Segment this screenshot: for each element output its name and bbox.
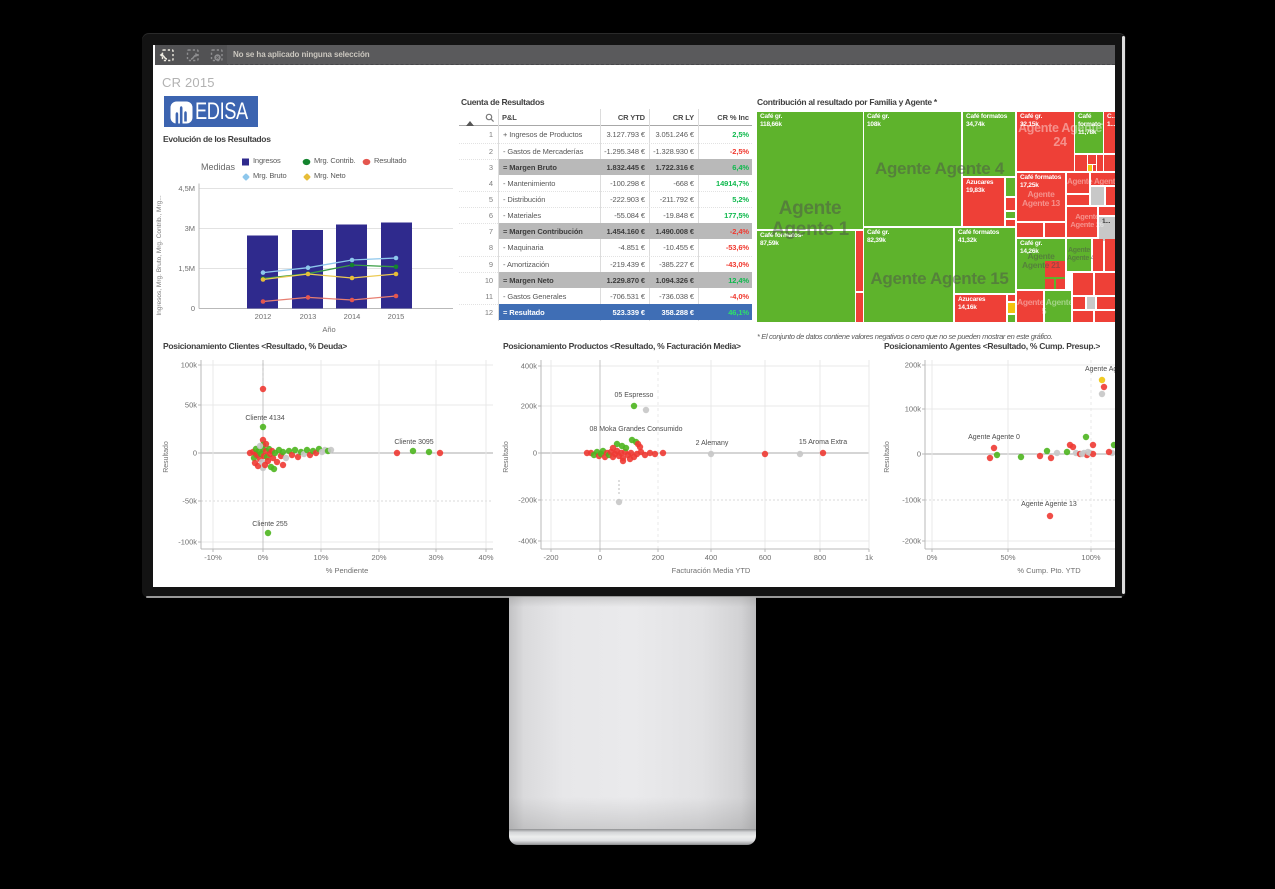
svg-text:Agente Agente 0: Agente Agente 0 xyxy=(968,434,1020,441)
svg-text:2012: 2012 xyxy=(255,312,272,321)
svg-text:% Cump. Pto. YTD: % Cump. Pto. YTD xyxy=(1017,566,1081,575)
svg-text:08 Moka Grandes Consumido: 08 Moka Grandes Consumido xyxy=(590,426,683,433)
svg-text:0%: 0% xyxy=(927,553,938,562)
svg-text:600: 600 xyxy=(759,553,772,562)
svg-text:40%: 40% xyxy=(478,553,493,562)
svg-text:-200: -200 xyxy=(543,553,558,562)
svg-text:-200k: -200k xyxy=(902,537,921,546)
svg-text:-100k: -100k xyxy=(178,538,197,547)
svg-text:05 Espresso: 05 Espresso xyxy=(615,392,654,399)
svg-text:Agente Agente 13: Agente Agente 13 xyxy=(1021,501,1077,508)
svg-text:2013: 2013 xyxy=(300,312,317,321)
svg-text:50k: 50k xyxy=(185,401,197,410)
svg-text:2 Alemany: 2 Alemany xyxy=(696,440,729,447)
svg-text:4,5M: 4,5M xyxy=(178,184,195,193)
svg-text:30%: 30% xyxy=(428,553,443,562)
svg-text:Resultado: Resultado xyxy=(163,441,170,473)
svg-text:15 Aroma Extra: 15 Aroma Extra xyxy=(799,439,847,446)
svg-text:400k: 400k xyxy=(521,362,538,371)
svg-text:Cliente 255: Cliente 255 xyxy=(252,521,288,528)
svg-text:2015: 2015 xyxy=(388,312,405,321)
svg-text:800: 800 xyxy=(814,553,827,562)
svg-text:% Pendiente: % Pendiente xyxy=(326,566,369,575)
svg-text:-400k: -400k xyxy=(518,537,537,546)
svg-text:3M: 3M xyxy=(185,224,195,233)
svg-text:1k: 1k xyxy=(865,553,873,562)
svg-text:0: 0 xyxy=(598,553,602,562)
svg-text:Facturación Media YTD: Facturación Media YTD xyxy=(672,566,751,575)
svg-text:Ingresos, Mrg. Bruto, Mrg. Con: Ingresos, Mrg. Bruto, Mrg. Contrib., Mrg… xyxy=(156,195,163,315)
svg-text:50%: 50% xyxy=(1000,553,1015,562)
svg-text:2014: 2014 xyxy=(344,312,361,321)
svg-text:-10%: -10% xyxy=(204,553,222,562)
svg-text:Agente Agen: Agente Agen xyxy=(1085,366,1115,373)
svg-text:20%: 20% xyxy=(371,553,386,562)
svg-text:Resultado: Resultado xyxy=(884,441,891,473)
svg-text:-50k: -50k xyxy=(182,497,197,506)
svg-text:200k: 200k xyxy=(905,361,922,370)
svg-text:-200k: -200k xyxy=(518,496,537,505)
svg-text:Cliente 3095: Cliente 3095 xyxy=(394,439,433,446)
svg-text:0: 0 xyxy=(191,304,195,313)
svg-text:0: 0 xyxy=(533,449,537,458)
svg-text:0%: 0% xyxy=(258,553,269,562)
svg-text:Cliente 4134: Cliente 4134 xyxy=(245,415,284,422)
svg-text:200k: 200k xyxy=(521,402,538,411)
svg-text:Resultado: Resultado xyxy=(503,441,510,473)
svg-text:400: 400 xyxy=(705,553,718,562)
svg-text:Año: Año xyxy=(322,325,335,334)
svg-text:-100k: -100k xyxy=(902,496,921,505)
svg-text:200: 200 xyxy=(652,553,665,562)
svg-text:100k: 100k xyxy=(181,361,198,370)
svg-text:1,5M: 1,5M xyxy=(178,264,195,273)
svg-text:100%: 100% xyxy=(1081,553,1101,562)
svg-text:0: 0 xyxy=(917,450,921,459)
svg-text:0: 0 xyxy=(193,449,197,458)
svg-text:10%: 10% xyxy=(313,553,328,562)
svg-text:100k: 100k xyxy=(905,405,922,414)
